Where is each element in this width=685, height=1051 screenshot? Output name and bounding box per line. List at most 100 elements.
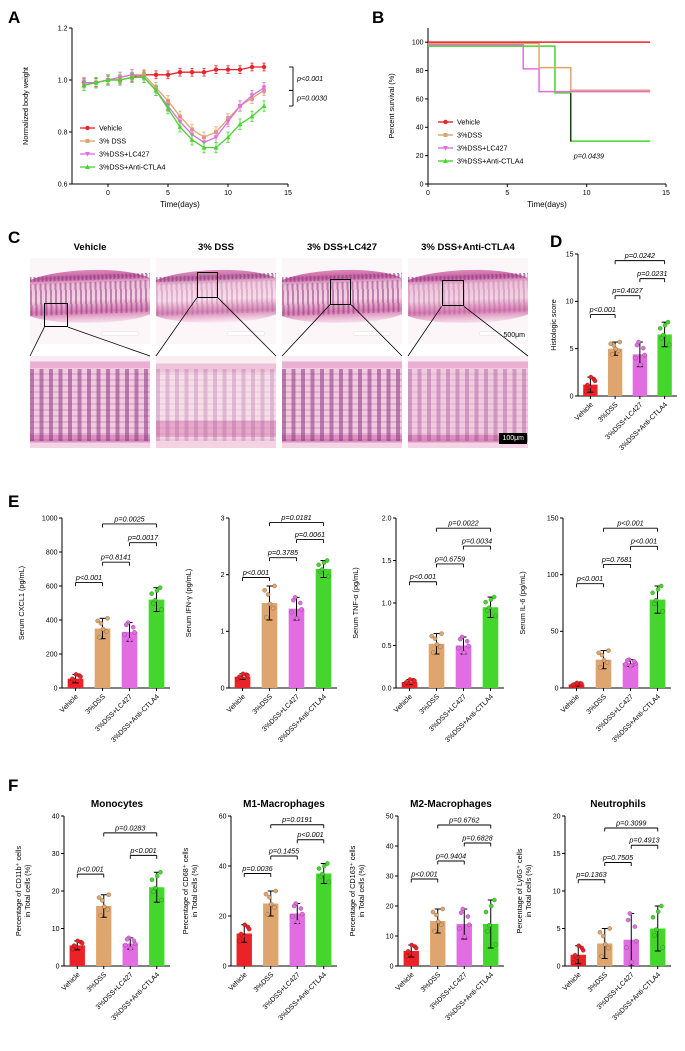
svg-text:400: 400 <box>46 617 58 624</box>
svg-text:3: 3 <box>221 515 225 522</box>
svg-text:30: 30 <box>52 851 60 858</box>
svg-text:Serum CXCL1 (pg/mL): Serum CXCL1 (pg/mL) <box>17 566 26 640</box>
svg-text:p=0.0242: p=0.0242 <box>624 251 655 260</box>
svg-text:p=0.4913: p=0.4913 <box>628 836 659 845</box>
svg-text:1.0: 1.0 <box>382 600 392 607</box>
svg-text:60: 60 <box>219 813 227 820</box>
svg-text:0.8: 0.8 <box>58 129 68 136</box>
svg-text:0: 0 <box>555 685 559 692</box>
svg-text:100: 100 <box>547 572 559 579</box>
svg-text:20: 20 <box>52 888 60 895</box>
svg-text:in Total cells (%): in Total cells (%) <box>190 865 199 918</box>
svg-text:40: 40 <box>52 813 60 820</box>
histology-image-vehicle <box>30 258 150 344</box>
panel-label-f: F <box>8 776 19 795</box>
panel-label-b: B <box>372 8 385 27</box>
svg-text:10: 10 <box>553 888 561 895</box>
svg-text:3%DSS+Anti-CTLA4: 3%DSS+Anti-CTLA4 <box>611 693 662 744</box>
svg-text:3%DSS+Anti-CTLA4: 3%DSS+Anti-CTLA4 <box>444 693 495 744</box>
svg-text:p<0.001: p<0.001 <box>129 846 156 855</box>
svg-text:1000: 1000 <box>42 515 58 522</box>
survival-chart: 0 20 40 60 80 100 Percent survival (%) 0 5 10 15 Ti… <box>387 28 670 209</box>
svg-text:80: 80 <box>416 68 424 75</box>
svg-text:200: 200 <box>46 651 58 658</box>
svg-text:Time(days): Time(days) <box>527 200 567 209</box>
svg-text:p=0.3785: p=0.3785 <box>267 548 299 557</box>
svg-text:Vehicle: Vehicle <box>562 971 583 992</box>
crypt-texture <box>408 356 528 448</box>
svg-text:3%DSS+Anti-CTLA4: 3%DSS+Anti-CTLA4 <box>444 971 495 1022</box>
m1-macrophages-chart: 0 20 40 60 Percentage of CD68⁺ cells in Total… <box>181 799 337 1022</box>
svg-text:p=0.6759: p=0.6759 <box>434 554 465 563</box>
svg-text:p=0.0034: p=0.0034 <box>461 536 492 545</box>
svg-text:0: 0 <box>221 685 225 692</box>
svg-text:p<0.001: p<0.001 <box>76 865 103 874</box>
svg-text:3%DSS+Anti-CTLA4: 3%DSS+Anti-CTLA4 <box>110 971 161 1022</box>
scale-bar <box>102 331 138 336</box>
svg-text:p=0.1363: p=0.1363 <box>575 870 606 879</box>
scale-label-100um: 100μm <box>499 433 527 445</box>
svg-text:p=0.0439: p=0.0439 <box>573 151 604 160</box>
panel-label-d: D <box>550 232 563 251</box>
svg-text:1.0: 1.0 <box>58 77 68 84</box>
svg-text:3%DSS: 3%DSS <box>597 401 620 424</box>
svg-text:p=0.4027: p=0.4027 <box>611 286 643 295</box>
svg-text:5: 5 <box>166 190 170 197</box>
svg-text:Vehicle: Vehicle <box>61 971 82 992</box>
svg-text:1.2: 1.2 <box>58 25 68 32</box>
histology-column-title-vehicle: Vehicle <box>73 242 107 253</box>
svg-text:0.6: 0.6 <box>58 181 68 188</box>
svg-text:p<0.001: p<0.001 <box>296 74 323 83</box>
monocytes-chart: 0 10 20 30 40 Percentage of CD11b⁺ cells in To… <box>14 799 170 1022</box>
svg-text:Percentage of CD163⁺ cells: Percentage of CD163⁺ cells <box>348 845 357 936</box>
svg-text:p<0.001: p<0.001 <box>576 574 603 583</box>
svg-text:p=0.0030: p=0.0030 <box>296 94 327 103</box>
svg-text:p=0.0022: p=0.0022 <box>447 519 478 528</box>
svg-text:p<0.001: p<0.001 <box>589 305 616 314</box>
svg-text:Percent survival (%): Percent survival (%) <box>387 73 396 138</box>
svg-text:p=0.8141: p=0.8141 <box>100 553 131 562</box>
svg-text:10: 10 <box>52 926 60 933</box>
histology-image-anti-ctla4: 500μm <box>408 258 528 344</box>
crypt-texture <box>30 356 150 448</box>
svg-text:p=0.0017: p=0.0017 <box>127 533 159 542</box>
svg-text:3%DSS: 3%DSS <box>586 693 609 716</box>
svg-text:1.5: 1.5 <box>382 558 392 565</box>
svg-text:M1-Macrophages: M1-Macrophages <box>243 799 325 810</box>
panel-label-c: C <box>8 228 21 247</box>
svg-text:p<0.001: p<0.001 <box>410 869 437 878</box>
svg-text:3%DSS: 3%DSS <box>457 131 482 140</box>
svg-text:p=0.0181: p=0.0181 <box>280 513 311 522</box>
inset-region-box <box>441 280 464 307</box>
svg-text:Histologic score: Histologic score <box>549 299 558 351</box>
svg-text:3%DSS: 3%DSS <box>253 971 276 994</box>
serum-il6-chart: 0 50 100 150 Serum IL-6 (pg/mL) Vehicle 3%DSS3… <box>518 515 671 744</box>
svg-text:0: 0 <box>54 685 58 692</box>
svg-text:Serum TNF-α (pg/mL): Serum TNF-α (pg/mL) <box>351 567 360 638</box>
svg-text:0.0: 0.0 <box>382 685 392 692</box>
svg-text:10: 10 <box>386 933 394 940</box>
svg-text:Percentage of Ly6G⁺ cells: Percentage of Ly6G⁺ cells <box>515 848 524 933</box>
svg-text:p=0.3099: p=0.3099 <box>615 818 646 827</box>
svg-text:40: 40 <box>219 863 227 870</box>
svg-text:3%DSS+Anti-CTLA4: 3%DSS+Anti-CTLA4 <box>99 163 166 172</box>
svg-text:p<0.001: p<0.001 <box>296 830 323 839</box>
svg-text:15: 15 <box>566 251 574 258</box>
svg-text:p=0.0283: p=0.0283 <box>114 823 145 832</box>
svg-text:5: 5 <box>557 926 561 933</box>
histology-zoom-vehicle <box>30 356 150 448</box>
svg-text:p<0.001: p<0.001 <box>409 572 436 581</box>
svg-text:Time(days): Time(days) <box>160 200 200 209</box>
svg-text:0: 0 <box>223 963 227 970</box>
svg-text:0: 0 <box>557 963 561 970</box>
svg-text:3%DSS+Anti-CTLA4: 3%DSS+Anti-CTLA4 <box>457 157 524 166</box>
svg-text:3%DSS+LC427: 3%DSS+LC427 <box>457 144 508 153</box>
tissue-band <box>408 267 528 326</box>
panel-label-e: E <box>8 492 20 511</box>
histology-zoom-anti-ctla4: 100μm <box>408 356 528 448</box>
neutrophils-chart: 0 5 10 15 20 Percentage of Ly6G⁺ cells in Tota… <box>515 799 671 1022</box>
svg-text:Monocytes: Monocytes <box>91 799 144 810</box>
svg-text:40: 40 <box>416 125 424 132</box>
histology-column-title-anti-ctla4: 3% DSS+Anti-CTLA4 <box>421 242 515 253</box>
svg-text:0.5: 0.5 <box>382 643 392 650</box>
